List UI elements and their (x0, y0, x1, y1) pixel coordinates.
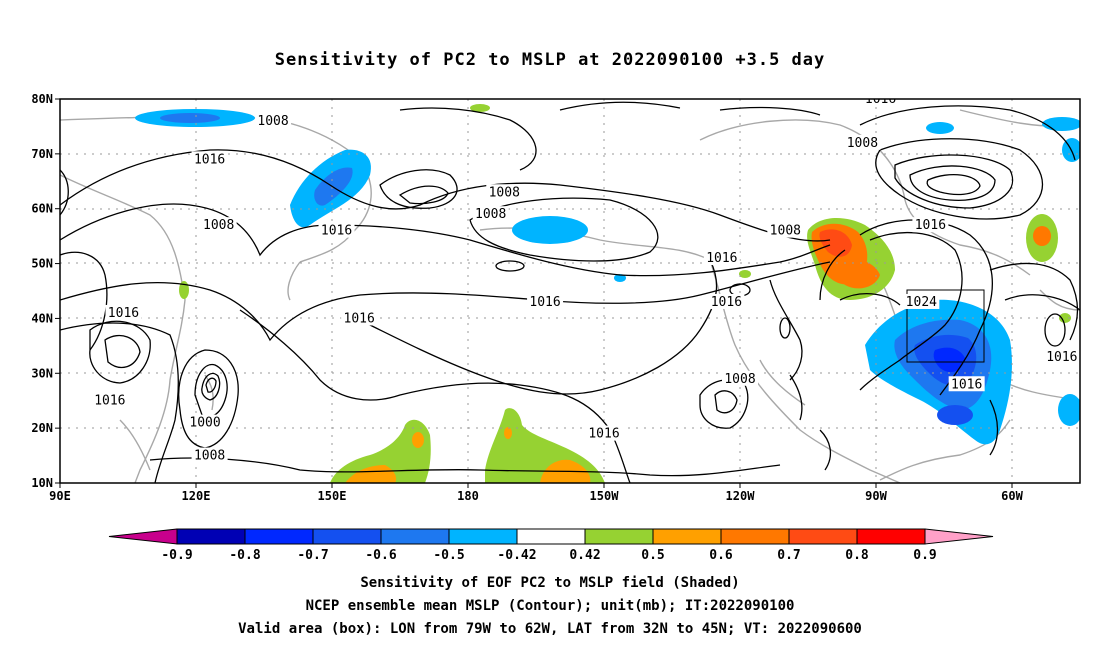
plot-area (60, 99, 1080, 483)
contour-label-bg (91, 392, 128, 408)
lat-tick-label: 20N (31, 421, 53, 435)
lat-tick-label: 50N (31, 257, 53, 271)
contour-label: 1016 (711, 295, 742, 310)
contour-label-bg (703, 250, 740, 266)
colorbar-label: 0.42 (569, 548, 600, 563)
lon-tick-label: 90W (865, 489, 887, 503)
colorbar-label: -0.8 (229, 548, 260, 563)
lon-tick-label: 120W (726, 489, 756, 503)
colorbar-segment (584, 528, 654, 545)
mslp-contours (60, 101, 1080, 483)
lat-tick-label: 10N (31, 476, 53, 490)
colorbar-label: 0.5 (641, 548, 664, 563)
contour-label-bg (105, 304, 142, 320)
contour-label-bg (527, 293, 564, 309)
contour-label: 1008 (724, 372, 755, 387)
contour-label-bg (191, 151, 228, 167)
contour-label-bg (844, 134, 881, 150)
map-axes: 90E 120E 150E 180 150W 120W 90W 60W 80N 70N 60N 50N… (31, 92, 1023, 503)
contour-label-bg (903, 293, 940, 309)
contour-labels: 1016 1008 1016 1008 1008 1008 1008 1016 1008 1016… (91, 92, 1080, 464)
contour-label-bg (1043, 348, 1080, 364)
caption-shading: Sensitivity of EOF PC2 to MSLP field (Sh… (360, 575, 740, 591)
contour-label: 1016 (915, 218, 946, 233)
contour-label: 1016 (865, 92, 896, 107)
contour-label-bg (187, 414, 224, 430)
contour-label: 1008 (203, 218, 234, 233)
valid-area-box (906, 289, 985, 363)
lon-tick-label: 60W (1001, 489, 1023, 503)
colorbar-segment (244, 528, 314, 545)
colorbar-segment (176, 528, 246, 545)
colorbar-label: 0.6 (709, 548, 733, 563)
caption-contour: NCEP ensemble mean MSLP (Contour); unit(… (305, 598, 795, 614)
contour-label-bg (767, 222, 804, 238)
colorbar-segment (312, 528, 382, 545)
colorbar-label: 0.9 (913, 548, 936, 563)
contour-label: 1008 (770, 224, 801, 239)
lon-tick-label: 150E (318, 489, 347, 503)
caption-valid-area: Valid area (box): LON from 79W to 62W, L… (238, 621, 862, 637)
colorbar-segment (788, 528, 858, 545)
lon-tick-label: 180 (457, 489, 479, 503)
contour-label-bg (708, 293, 745, 309)
contour-label-bg (200, 217, 237, 233)
colorbar-segment (652, 528, 722, 545)
contour-label-bg (912, 217, 949, 233)
colorbar-segment (720, 528, 790, 545)
plot-frame (59, 98, 1081, 484)
colorbar-segment (856, 528, 926, 545)
contour-label: 1016 (706, 251, 737, 266)
colorbar-label: 0.8 (845, 548, 869, 563)
contour-label: 1016 (108, 306, 139, 321)
contour-label: 1016 (194, 152, 225, 167)
contour-label-bg (586, 425, 622, 441)
contour-label-bg (948, 376, 985, 392)
lon-tick-label: 120E (182, 489, 211, 503)
contour-label-bg (486, 184, 523, 200)
contour-label: 1016 (529, 295, 560, 310)
contour-label: 1016 (321, 224, 352, 239)
colorbar-high-extension (924, 528, 994, 545)
contour-label: 1008 (489, 185, 520, 200)
lat-tick-label: 30N (31, 366, 53, 380)
lat-tick-label: 70N (31, 147, 53, 161)
contour-label: 1008 (257, 114, 288, 129)
contour-label-bg (191, 447, 228, 463)
contour-label-bg (318, 222, 355, 238)
contour-label: 1016 (1046, 350, 1077, 365)
lat-tick-label: 60N (31, 202, 53, 216)
colorbar-segment (380, 528, 450, 545)
colorbar-segment (448, 528, 518, 545)
contour-label: 1016 (94, 394, 125, 409)
colorbar-label: -0.7 (297, 548, 328, 563)
lon-tick-label: 90E (49, 489, 71, 503)
colorbar-low-extension (108, 528, 178, 545)
colorbar-label: 0.7 (777, 548, 800, 563)
colorbar-segment (516, 528, 586, 545)
contour-label-bg (722, 370, 758, 386)
lat-tick-label: 80N (31, 92, 53, 106)
contour-label: 1008 (194, 449, 225, 464)
map-title: Sensitivity of PC2 to MSLP at 2022090100… (274, 50, 826, 70)
colorbar-label: -0.9 (161, 548, 192, 563)
contour-label: 1024 (906, 295, 937, 310)
contour-label: 1000 (189, 416, 220, 431)
colorbar: -0.9 -0.8 -0.7 -0.6 -0.5 -0.42 0.42 0.5 0.6 0.7 0.… (108, 528, 994, 563)
colorbar-label: -0.5 (433, 548, 464, 563)
contour-label-bg (862, 99, 899, 106)
lat-tick-label: 40N (31, 311, 53, 325)
contour-label-bg (472, 206, 509, 222)
colorbar-label: -0.42 (497, 548, 536, 563)
colorbar-label: -0.6 (365, 548, 396, 563)
contour-label: 1008 (475, 207, 506, 222)
contour-label: 1016 (588, 427, 619, 442)
contour-label: 1016 (951, 377, 982, 392)
contour-label: 1008 (847, 136, 878, 151)
contour-label-bg (255, 112, 292, 128)
lon-tick-label: 150W (590, 489, 620, 503)
contour-label-bg (341, 310, 378, 326)
contour-label: 1016 (344, 311, 375, 326)
